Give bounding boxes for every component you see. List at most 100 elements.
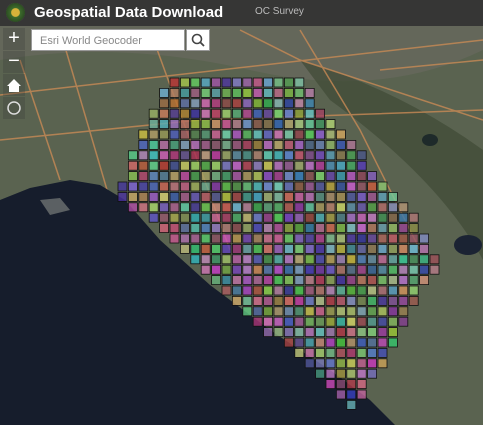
data-tile[interactable] [221, 254, 232, 265]
data-tile[interactable] [211, 150, 222, 161]
data-tile[interactable] [242, 275, 253, 286]
data-tile[interactable] [211, 160, 222, 171]
data-tile[interactable] [283, 160, 294, 171]
data-tile[interactable] [294, 98, 305, 109]
data-tile[interactable] [346, 337, 357, 348]
data-tile[interactable] [169, 119, 180, 129]
data-tile[interactable] [127, 171, 138, 182]
data-tile[interactable] [242, 212, 253, 223]
data-tile[interactable] [242, 139, 253, 150]
data-tile[interactable] [367, 171, 378, 182]
data-tile[interactable] [429, 254, 440, 265]
data-tile[interactable] [325, 212, 336, 223]
data-tile[interactable] [179, 243, 190, 254]
data-tile[interactable] [325, 160, 336, 171]
data-tile[interactable] [252, 139, 263, 150]
data-tile[interactable] [367, 202, 378, 213]
data-tile[interactable] [325, 129, 336, 140]
data-tile[interactable] [159, 129, 170, 140]
data-tile[interactable] [263, 285, 274, 296]
data-tile[interactable] [211, 275, 222, 286]
data-tile[interactable] [138, 191, 149, 202]
data-tile[interactable] [356, 389, 367, 400]
data-tile[interactable] [356, 379, 367, 390]
data-tile[interactable] [179, 233, 190, 244]
data-tile[interactable] [346, 171, 357, 182]
data-tile[interactable] [367, 358, 378, 369]
data-tile[interactable] [377, 243, 388, 254]
data-tile[interactable] [335, 202, 346, 213]
data-tile[interactable] [304, 108, 315, 119]
data-tile[interactable] [335, 327, 346, 338]
data-tile[interactable] [221, 202, 232, 213]
data-tile[interactable] [138, 129, 149, 140]
data-tile[interactable] [356, 275, 367, 286]
data-tile[interactable] [398, 233, 409, 244]
data-tile[interactable] [419, 254, 430, 265]
data-tile[interactable] [211, 223, 222, 234]
data-tile[interactable] [387, 285, 398, 296]
data-tile[interactable] [252, 233, 263, 244]
data-tile[interactable] [221, 285, 232, 296]
data-tile[interactable] [304, 337, 315, 348]
data-tile[interactable] [283, 212, 294, 223]
data-tile[interactable] [148, 212, 159, 223]
data-tile[interactable] [398, 275, 409, 286]
data-tile[interactable] [190, 202, 201, 213]
data-tile[interactable] [190, 160, 201, 171]
data-tile[interactable] [325, 368, 336, 379]
data-tile[interactable] [252, 285, 263, 296]
data-tile[interactable] [304, 191, 315, 202]
data-tile[interactable] [387, 295, 398, 306]
data-tile[interactable] [263, 191, 274, 202]
data-tile[interactable] [159, 139, 170, 150]
data-tile[interactable] [211, 108, 222, 119]
data-tile[interactable] [315, 285, 326, 296]
data-tile[interactable] [211, 139, 222, 150]
data-tile[interactable] [169, 88, 180, 98]
data-tile[interactable] [304, 139, 315, 150]
data-tile[interactable] [304, 233, 315, 244]
data-tile[interactable] [315, 150, 326, 161]
data-tile[interactable] [263, 243, 274, 254]
data-tile[interactable] [335, 191, 346, 202]
data-tile[interactable] [273, 327, 284, 338]
data-tile[interactable] [377, 264, 388, 275]
data-tile[interactable] [231, 171, 242, 182]
data-tile[interactable] [346, 347, 357, 358]
search-input[interactable]: Esri World Geocoder [31, 29, 185, 51]
data-tile[interactable] [252, 243, 263, 254]
data-tile[interactable] [408, 254, 419, 265]
data-tile[interactable] [387, 243, 398, 254]
data-tile[interactable] [315, 202, 326, 213]
data-tile[interactable] [325, 202, 336, 213]
data-tile[interactable] [346, 191, 357, 202]
data-tile[interactable] [200, 139, 211, 150]
data-tile[interactable] [325, 379, 336, 390]
data-tile[interactable] [263, 295, 274, 306]
data-tile[interactable] [231, 191, 242, 202]
data-tile[interactable] [221, 212, 232, 223]
data-tile[interactable] [387, 306, 398, 317]
data-tile[interactable] [252, 306, 263, 317]
data-tile[interactable] [127, 160, 138, 171]
data-tile[interactable] [138, 171, 149, 182]
data-tile[interactable] [117, 181, 128, 192]
data-tile[interactable] [294, 264, 305, 275]
data-tile[interactable] [283, 243, 294, 254]
data-tile[interactable] [211, 264, 222, 275]
data-tile[interactable] [242, 202, 253, 213]
data-tile[interactable] [169, 202, 180, 213]
data-tile[interactable] [263, 108, 274, 119]
data-tile[interactable] [315, 160, 326, 171]
data-tile[interactable] [273, 139, 284, 150]
data-tile[interactable] [335, 275, 346, 286]
data-tile[interactable] [190, 181, 201, 192]
data-tile[interactable] [252, 77, 263, 88]
data-tile[interactable] [398, 254, 409, 265]
data-tile[interactable] [356, 243, 367, 254]
data-tile[interactable] [138, 139, 149, 150]
data-tile[interactable] [335, 368, 346, 379]
data-tile[interactable] [335, 264, 346, 275]
data-tile[interactable] [315, 181, 326, 192]
